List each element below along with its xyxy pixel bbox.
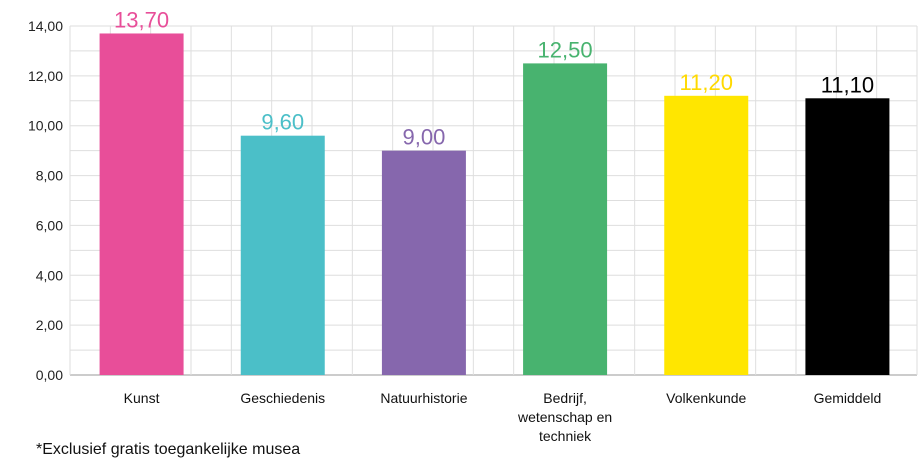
y-tick-label: 8,00 <box>36 168 63 184</box>
bar <box>381 150 466 375</box>
x-tick-label-line: Kunst <box>124 390 160 406</box>
bar <box>523 63 608 376</box>
bar <box>240 135 325 375</box>
value-label: 13,70 <box>114 7 169 32</box>
y-tick-label: 12,00 <box>28 68 63 84</box>
x-tick-label-line: Natuurhistorie <box>380 390 467 406</box>
y-tick-label: 2,00 <box>36 317 63 333</box>
bar <box>99 33 184 375</box>
y-tick-label: 14,00 <box>28 18 63 34</box>
bar <box>664 95 749 376</box>
x-tick-label: Volkenkunde <box>666 390 746 406</box>
y-tick-label: 6,00 <box>36 217 63 233</box>
value-label: 9,00 <box>403 125 446 150</box>
value-label: 11,10 <box>821 72 874 97</box>
value-label: 9,60 <box>261 110 304 135</box>
value-label: 12,50 <box>538 37 593 62</box>
x-tick-label-line: techniek <box>539 428 592 444</box>
x-tick-label-line: Geschiedenis <box>240 390 325 406</box>
value-label: 11,20 <box>680 70 733 95</box>
x-tick-label: Geschiedenis <box>240 390 325 406</box>
value-labels: 13,70 9,60 9,00 12,50 11,20 11,10 <box>114 7 874 149</box>
x-tick-label: Bedrijf, wetenschap en techniek <box>517 390 612 444</box>
y-tick-label: 4,00 <box>36 267 63 283</box>
x-tick-label: Gemiddeld <box>814 390 882 406</box>
y-axis: 0,00 2,00 4,00 6,00 8,00 10,00 12,00 14,00 <box>28 18 63 383</box>
grid-lines <box>69 25 918 376</box>
y-tick-label: 0,00 <box>36 367 63 383</box>
x-tick-label-line: Volkenkunde <box>666 390 746 406</box>
bar <box>805 98 890 376</box>
x-tick-label: Natuurhistorie <box>380 390 467 406</box>
x-axis: Kunst Geschiedenis Natuurhistorie Bedrijf, w… <box>124 390 882 444</box>
x-tick-label-line: Bedrijf, <box>543 390 587 406</box>
y-tick-label: 10,00 <box>28 118 63 134</box>
x-tick-label-line: wetenschap en <box>517 409 612 425</box>
bars <box>99 33 890 376</box>
footnote: *Exclusief gratis toegankelijke musea <box>36 441 301 458</box>
x-tick-label: Kunst <box>124 390 160 406</box>
x-tick-label-line: Gemiddeld <box>814 390 882 406</box>
